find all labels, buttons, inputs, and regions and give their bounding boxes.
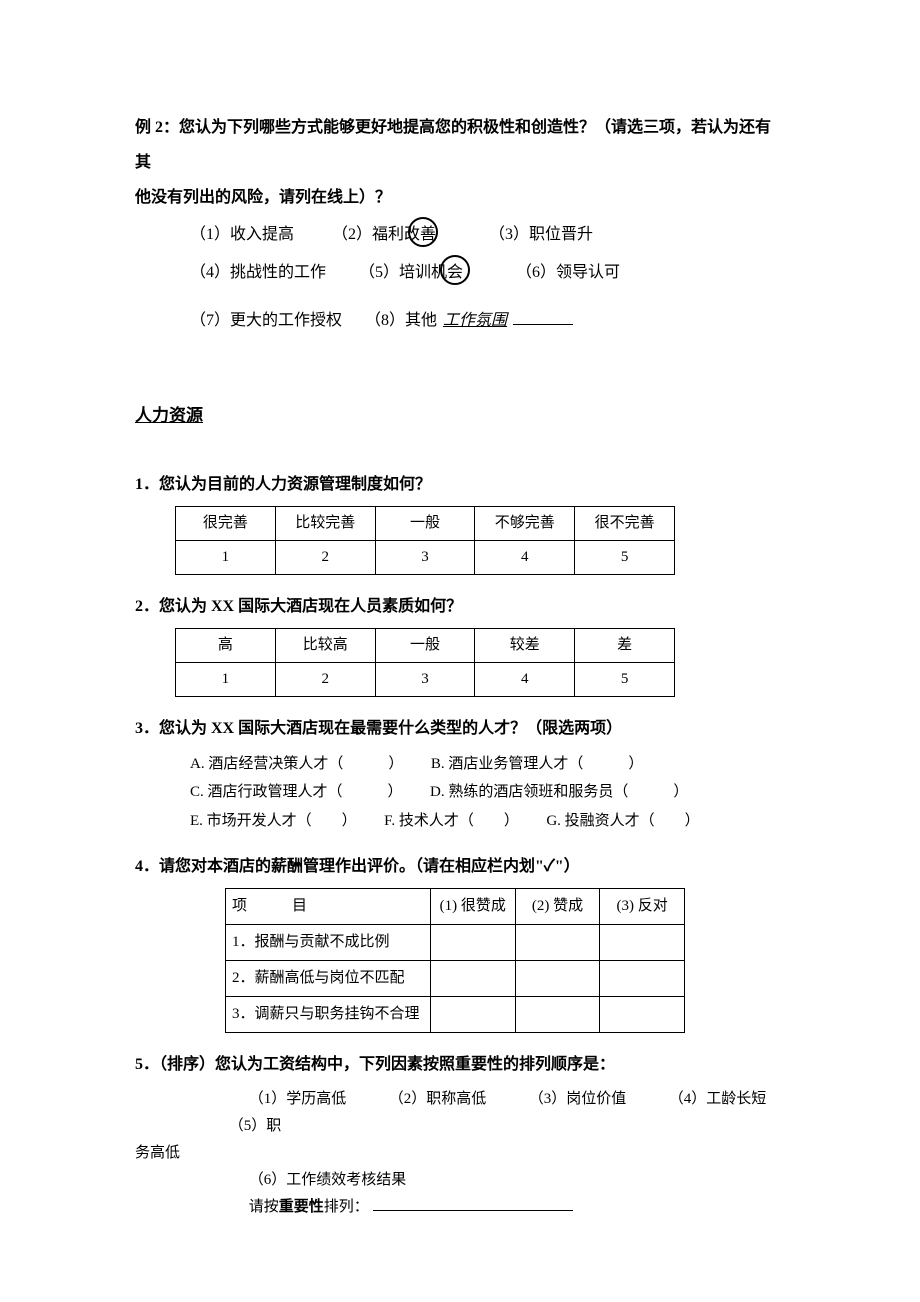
q5-rank-post: 排列： xyxy=(324,1199,369,1215)
q5-opt2: （2）职称高低 xyxy=(389,1091,487,1107)
q4-r3c2 xyxy=(515,997,600,1033)
q4-r2c1 xyxy=(430,961,515,997)
q4-row1: 1．报酬与贡献不成比例 xyxy=(226,925,431,961)
q3-optC: C. 酒店行政管理人才（ ） xyxy=(190,784,403,800)
q3-optD: D. 熟练的酒店领班和服务员（ ） xyxy=(430,784,688,800)
question-5: 5．（排序）您认为工资结构中，下列因素按照重要性的排列顺序是： （1）学历高低 … xyxy=(135,1051,785,1221)
q2-h5: 差 xyxy=(575,628,675,662)
q4-title: 4．请您对本酒店的薪酬管理作出评价。（请在相应栏内划"✓"） xyxy=(135,853,785,882)
q1-h3: 一般 xyxy=(375,507,475,541)
q2-h3: 一般 xyxy=(375,628,475,662)
q4-r1c3 xyxy=(600,925,685,961)
section-heading-hr: 人力资源 xyxy=(135,401,785,432)
ex2-opt6: （6）领导认可 xyxy=(516,264,620,281)
example-2-line2: 他没有列出的风险，请列在线上）？ xyxy=(135,180,785,215)
q5-opt1: （1）学历高低 xyxy=(249,1091,347,1107)
q5-opt5: （5）职 xyxy=(229,1118,282,1134)
example-2: 例 2：您认为下列哪些方式能够更好地提高您的积极性和创造性？（请选三项，若认为还… xyxy=(135,110,785,341)
q1-h5: 很不完善 xyxy=(575,507,675,541)
example-2-options: （1）收入提高 （2）福利改善 （3）职位晋升 （4）挑战性的工作 （5）培训机… xyxy=(190,216,785,341)
q2-v5: 5 xyxy=(575,662,675,696)
rank-fill-line xyxy=(373,1195,573,1211)
circle-annotation-2 xyxy=(440,255,470,285)
q2-v2: 2 xyxy=(275,662,375,696)
q4-r1c1 xyxy=(430,925,515,961)
q3-optG: G. 投融资人才（ ） xyxy=(546,813,699,829)
q4-col1: (1) 很赞成 xyxy=(430,889,515,925)
q1-v3: 3 xyxy=(375,541,475,575)
q3-optA: A. 酒店经营决策人才（ ） xyxy=(190,756,403,772)
ex2-opt8-handwritten: 工作氛围 xyxy=(441,312,509,329)
blank-line xyxy=(513,308,573,325)
q5-opt6: （6）工作绩效考核结果 xyxy=(249,1172,407,1188)
ex2-opt3: （3）职位晋升 xyxy=(489,226,593,243)
question-4: 4．请您对本酒店的薪酬管理作出评价。（请在相应栏内划"✓"） 项 目 (1) 很… xyxy=(135,853,785,1033)
q2-v3: 3 xyxy=(375,662,475,696)
q1-v2: 2 xyxy=(275,541,375,575)
q1-table: 很完善 比较完善 一般 不够完善 很不完善 1 2 3 4 5 xyxy=(175,506,675,575)
ex2-opt8-prefix: （8）其他 xyxy=(365,312,437,329)
document-page: 例 2：您认为下列哪些方式能够更好地提高您的积极性和创造性？（请选三项，若认为还… xyxy=(0,0,920,1302)
ex2-opt1: （1）收入提高 xyxy=(190,226,294,243)
q2-v1: 1 xyxy=(176,662,276,696)
q2-table: 高 比较高 一般 较差 差 1 2 3 4 5 xyxy=(175,628,675,697)
q1-v4: 4 xyxy=(475,541,575,575)
ex2-opt4: （4）挑战性的工作 xyxy=(190,264,326,281)
q3-optF: F. 技术人才（ ） xyxy=(384,813,519,829)
circle-annotation-1 xyxy=(408,217,438,247)
q4-r2c2 xyxy=(515,961,600,997)
q4-col-item: 项 目 xyxy=(226,889,431,925)
q1-v1: 1 xyxy=(176,541,276,575)
q2-h4: 较差 xyxy=(475,628,575,662)
question-2: 2．您认为 XX 国际大酒店现在人员素质如何？ 高 比较高 一般 较差 差 1 … xyxy=(135,593,785,697)
q2-h1: 高 xyxy=(176,628,276,662)
q4-col2: (2) 赞成 xyxy=(515,889,600,925)
q2-h2: 比较高 xyxy=(275,628,375,662)
question-1: 1．您认为目前的人力资源管理制度如何？ 很完善 比较完善 一般 不够完善 很不完… xyxy=(135,471,785,575)
q4-table: 项 目 (1) 很赞成 (2) 赞成 (3) 反对 1．报酬与贡献不成比例 2．… xyxy=(225,888,685,1033)
q1-title: 1．您认为目前的人力资源管理制度如何？ xyxy=(135,471,785,500)
q3-optB: B. 酒店业务管理人才（ ） xyxy=(431,756,644,772)
q1-v5: 5 xyxy=(575,541,675,575)
q4-r1c2 xyxy=(515,925,600,961)
q4-r2c3 xyxy=(600,961,685,997)
q4-r3c1 xyxy=(430,997,515,1033)
q4-row2: 2．薪酬高低与岗位不匹配 xyxy=(226,961,431,997)
q2-title: 2．您认为 XX 国际大酒店现在人员素质如何？ xyxy=(135,593,785,622)
q5-opt5b: 务高低 xyxy=(135,1145,180,1161)
q5-rank-pre: 请按 xyxy=(249,1199,279,1215)
q3-optE: E. 市场开发人才（ ） xyxy=(190,813,357,829)
example-2-line1: 例 2：您认为下列哪些方式能够更好地提高您的积极性和创造性？（请选三项，若认为还… xyxy=(135,110,785,180)
q4-col3: (3) 反对 xyxy=(600,889,685,925)
q4-row3: 3．调薪只与职务挂钩不合理 xyxy=(226,997,431,1033)
q1-h1: 很完善 xyxy=(176,507,276,541)
ex2-opt7: （7）更大的工作授权 xyxy=(190,312,342,329)
q1-h4: 不够完善 xyxy=(475,507,575,541)
q1-h2: 比较完善 xyxy=(275,507,375,541)
question-3: 3．您认为 XX 国际大酒店现在最需要什么类型的人才？（限选两项） A. 酒店经… xyxy=(135,715,785,835)
q4-r3c3 xyxy=(600,997,685,1033)
q5-title: 5．（排序）您认为工资结构中，下列因素按照重要性的排列顺序是： xyxy=(135,1051,785,1080)
q5-rank-bold: 重要性 xyxy=(279,1199,324,1215)
q3-title: 3．您认为 XX 国际大酒店现在最需要什么类型的人才？（限选两项） xyxy=(135,715,785,744)
q2-v4: 4 xyxy=(475,662,575,696)
q5-opt3: （3）岗位价值 xyxy=(529,1091,627,1107)
q5-opt4: （4）工龄长短 xyxy=(669,1091,767,1107)
